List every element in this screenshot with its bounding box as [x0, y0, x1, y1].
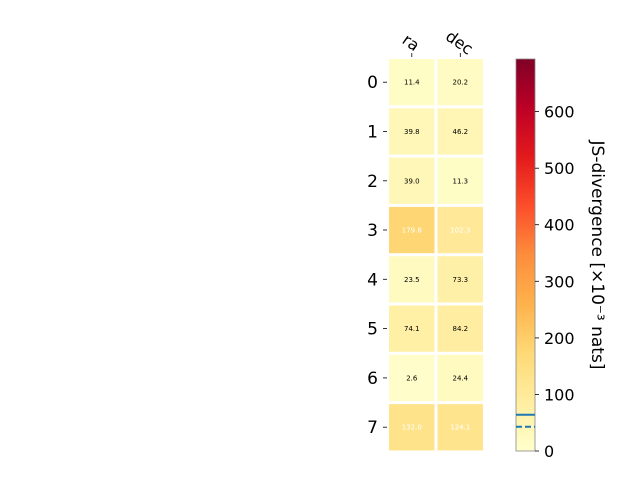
- colorbar-tick-label: 600: [544, 103, 575, 122]
- row-tick-label: 6: [367, 369, 378, 389]
- row-tick-label: 1: [367, 122, 378, 142]
- heatmap-cell: [437, 206, 483, 254]
- cell-value-label: 74.1: [404, 325, 420, 333]
- cell-value-label: 179.8: [402, 227, 422, 235]
- colorbar-gradient: [515, 58, 536, 452]
- heatmap-cell: [437, 305, 483, 352]
- colorbar: [515, 58, 536, 452]
- heatmap-cell: [389, 256, 435, 303]
- heatmap-cells: 11.4 20.2 39.8 46.2 39.0 11.3 179.8 102.3 23.5 73…: [389, 59, 483, 451]
- cell-value-label: 11.3: [453, 177, 469, 185]
- heatmap-cell: [437, 354, 483, 402]
- cell-value-label: 84.2: [453, 325, 469, 333]
- cell-value-label: 102.3: [450, 227, 470, 235]
- cell-value-label: 46.2: [453, 128, 469, 136]
- row-tick-label: 0: [367, 73, 378, 93]
- colorbar-tick-label: 300: [544, 272, 575, 291]
- row-tick-label: 3: [367, 221, 378, 241]
- cell-value-label: 11.4: [404, 79, 420, 87]
- colorbar-markers: [516, 413, 535, 428]
- row-tick-labels: 0 1 2 3 4 5 6 7: [367, 73, 387, 438]
- heatmap-cell: [389, 206, 435, 254]
- column-tick-labels: ra dec: [399, 26, 477, 58]
- row-tick-label: 5: [367, 320, 378, 340]
- cell-value-label: 73.3: [453, 276, 469, 284]
- row-tick-label: 7: [367, 418, 378, 438]
- cell-value-label: 39.0: [404, 177, 420, 185]
- heatmap-cell: [389, 305, 435, 352]
- colorbar-tick-label: 400: [544, 216, 575, 235]
- heatmap-cell: [389, 404, 435, 451]
- heatmap-cell: [437, 157, 483, 204]
- cell-value-label: 124.1: [450, 424, 470, 432]
- row-tick-label: 4: [367, 270, 378, 290]
- heatmap-cell: [389, 354, 435, 402]
- row-tick-label: 2: [367, 172, 378, 192]
- column-tick-label: ra: [399, 30, 423, 55]
- heatmap-cell: [437, 404, 483, 451]
- colorbar-tick-label: 0: [544, 442, 554, 461]
- cell-value-label: 132.0: [402, 424, 422, 432]
- heatmap-cell: [437, 59, 483, 106]
- heatmap-cell: [437, 108, 483, 155]
- heatmap-cell: [389, 108, 435, 155]
- cell-value-label: 2.6: [406, 374, 418, 382]
- cell-value-label: 20.2: [453, 79, 469, 87]
- heatmap-cell: [389, 59, 435, 106]
- heatmap-cell: [389, 157, 435, 204]
- colorbar-tick-label: 500: [544, 159, 575, 178]
- cell-value-label: 39.8: [404, 128, 420, 136]
- colorbar-ticks: 0 100 200 300 400 500 600: [535, 103, 575, 461]
- cell-value-label: 23.5: [404, 276, 420, 284]
- colorbar-tick-label: 100: [544, 385, 575, 404]
- colorbar-label: JS-divergence [×10⁻³ nats]: [587, 140, 607, 370]
- column-tick-label: dec: [442, 26, 476, 58]
- cell-value-label: 24.4: [453, 374, 469, 382]
- colorbar-tick-label: 200: [544, 329, 575, 348]
- heatmap-cell: [437, 256, 483, 303]
